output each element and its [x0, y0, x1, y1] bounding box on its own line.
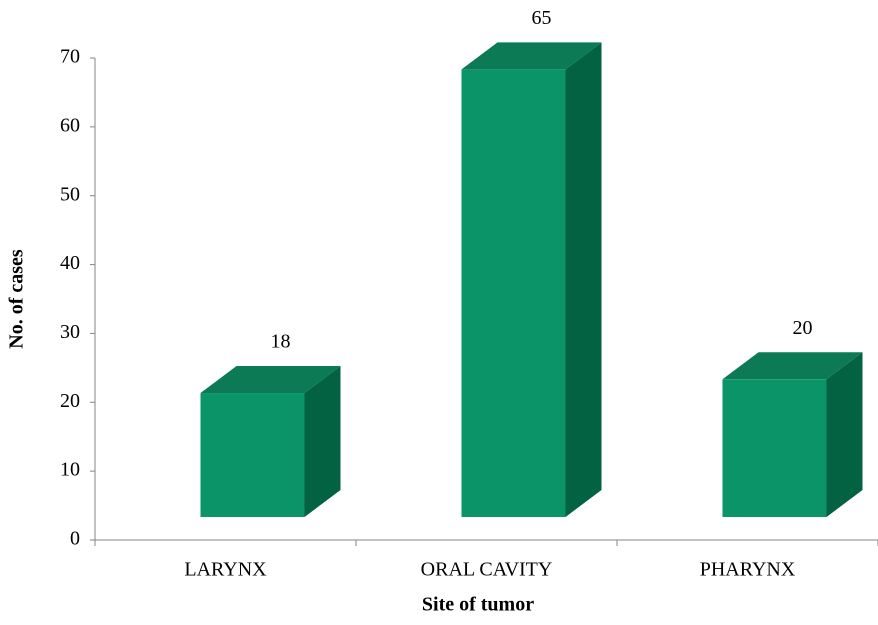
y-tick-label: 10 — [60, 459, 80, 481]
y-tick-label: 60 — [60, 114, 80, 136]
bar-side — [565, 42, 602, 518]
y-tick-label: 40 — [60, 252, 80, 274]
data-label: 20 — [793, 317, 813, 339]
bar — [722, 379, 827, 517]
bar-side — [826, 352, 863, 517]
bar-top — [200, 366, 341, 394]
bar-top — [722, 352, 863, 380]
data-label: 65 — [532, 7, 552, 29]
x-tick-label: PHARYNX — [700, 559, 796, 581]
bar-side — [304, 366, 341, 517]
y-tick-label: 30 — [60, 321, 80, 343]
y-tick-label: 20 — [60, 390, 80, 412]
bar-top — [461, 42, 602, 70]
x-axis-title: Site of tumor — [422, 594, 534, 616]
y-tick-label: 70 — [60, 46, 80, 68]
y-tick-label: 50 — [60, 183, 80, 205]
y-tick-label: 0 — [70, 528, 80, 550]
bar — [461, 69, 566, 517]
x-tick-label: LARYNX — [184, 559, 267, 581]
y-axis-title: No. of cases — [6, 249, 28, 349]
x-tick-label: ORAL CAVITY — [421, 559, 553, 581]
bar — [200, 393, 305, 517]
data-label: 18 — [271, 331, 291, 353]
